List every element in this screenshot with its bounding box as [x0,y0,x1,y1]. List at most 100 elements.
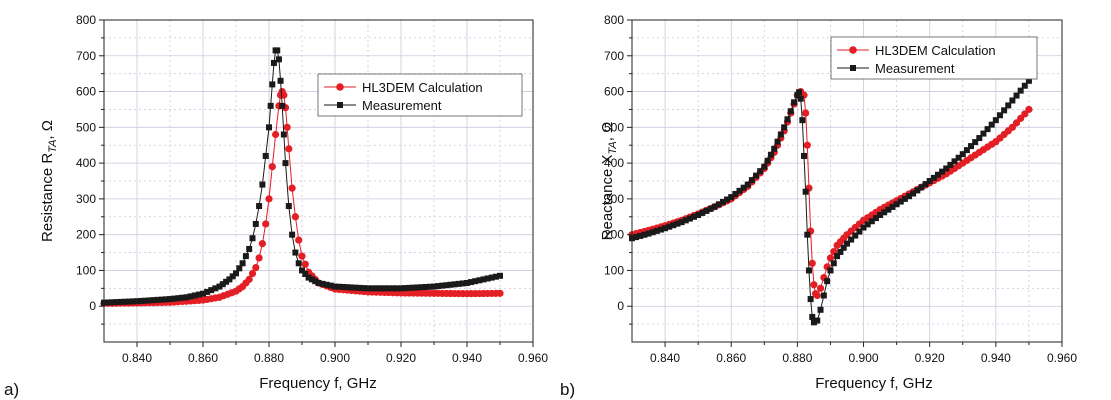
data-point [922,181,929,188]
y-tick-label: 400 [76,156,96,170]
data-point [816,284,825,292]
data-point [996,112,1003,119]
data-point [807,296,814,303]
legend-marker [336,83,344,91]
data-point [809,313,816,320]
data-point [757,168,764,175]
data-point [327,282,334,289]
data-point [959,151,966,158]
data-point [805,267,812,274]
data-point [682,217,689,224]
data-point [208,287,215,294]
data-point [158,296,165,303]
data-point [365,285,371,292]
y-tick-label: 0 [617,299,624,313]
data-point [893,201,900,208]
data-point [827,267,834,274]
data-point [678,219,685,226]
x-tick-label: 0.900 [849,351,879,365]
data-point [381,285,388,292]
data-point [801,152,807,159]
data-point [814,317,821,324]
data-point [109,299,116,306]
data-point [336,283,343,290]
data-point [774,138,781,145]
data-point [266,124,272,131]
data-point [258,240,266,248]
data-point [914,187,921,194]
legend-marker [850,65,856,71]
y-axis-label-main: Resistance R [39,153,56,242]
data-point [761,163,768,170]
data-point [802,188,809,195]
data-point [943,165,950,172]
data-point [385,285,392,292]
data-point [191,292,198,299]
series-line [631,90,1030,297]
data-point [980,130,987,137]
data-point [824,278,831,285]
data-point [179,294,186,301]
y-axis-label: Reactance XTA, Ω [599,122,619,241]
data-point [955,154,962,161]
panel-label: b) [560,380,575,399]
y-tick-label: 500 [76,120,96,134]
data-point [285,145,293,153]
y-tick-label: 0 [89,299,96,313]
x-tick-label: 0.840 [650,351,680,365]
data-point [947,161,954,168]
data-point [480,276,487,283]
data-point [134,298,140,305]
data-point [934,171,941,178]
data-point [633,234,640,241]
y-axis-label: Resistance RTA, Ω [39,120,59,242]
data-point [744,181,751,188]
data-point [167,296,173,303]
series-measurement [101,47,503,306]
data-point [150,297,157,304]
data-point [653,227,660,234]
data-point [797,95,804,102]
legend-label: Measurement [362,98,442,113]
data-point [360,285,367,292]
y-axis-label-subscript: TA [607,141,619,154]
data-point [138,297,145,304]
data-point [715,201,722,208]
data-point [239,260,246,267]
legend-label: Measurement [875,61,955,76]
data-point [468,279,475,286]
data-point [451,281,458,288]
data-point [285,203,292,210]
data-point [377,285,384,292]
data-point [323,281,330,288]
data-point [219,281,226,288]
data-point [280,131,287,138]
data-point [204,288,211,295]
data-point [951,158,958,165]
data-point [657,226,664,233]
y-axis-label-unit: , Ω [599,122,616,142]
x-tick-label: 0.960 [1047,351,1077,365]
legend: HL3DEM Calculation Measurement [830,36,1038,80]
legend-box [830,36,1038,80]
data-point [315,279,322,286]
y-tick-label: 800 [76,13,96,27]
legend-marker [849,46,857,54]
data-point [402,285,409,292]
data-point [796,89,803,96]
data-point [881,209,888,216]
data-point [666,223,673,230]
data-point [834,253,841,260]
data-point [930,174,937,181]
data-point [262,220,270,228]
data-point [963,147,970,154]
data-point [439,282,446,289]
data-point [837,248,844,255]
x-axis-label: Frequency f, GHz [815,375,933,392]
y-tick-label: 200 [76,228,96,242]
y-tick-label: 300 [604,192,624,206]
data-point [799,117,806,124]
y-axis-label-subscript: TA [47,140,59,153]
data-point [804,231,811,238]
data-point [279,102,286,109]
